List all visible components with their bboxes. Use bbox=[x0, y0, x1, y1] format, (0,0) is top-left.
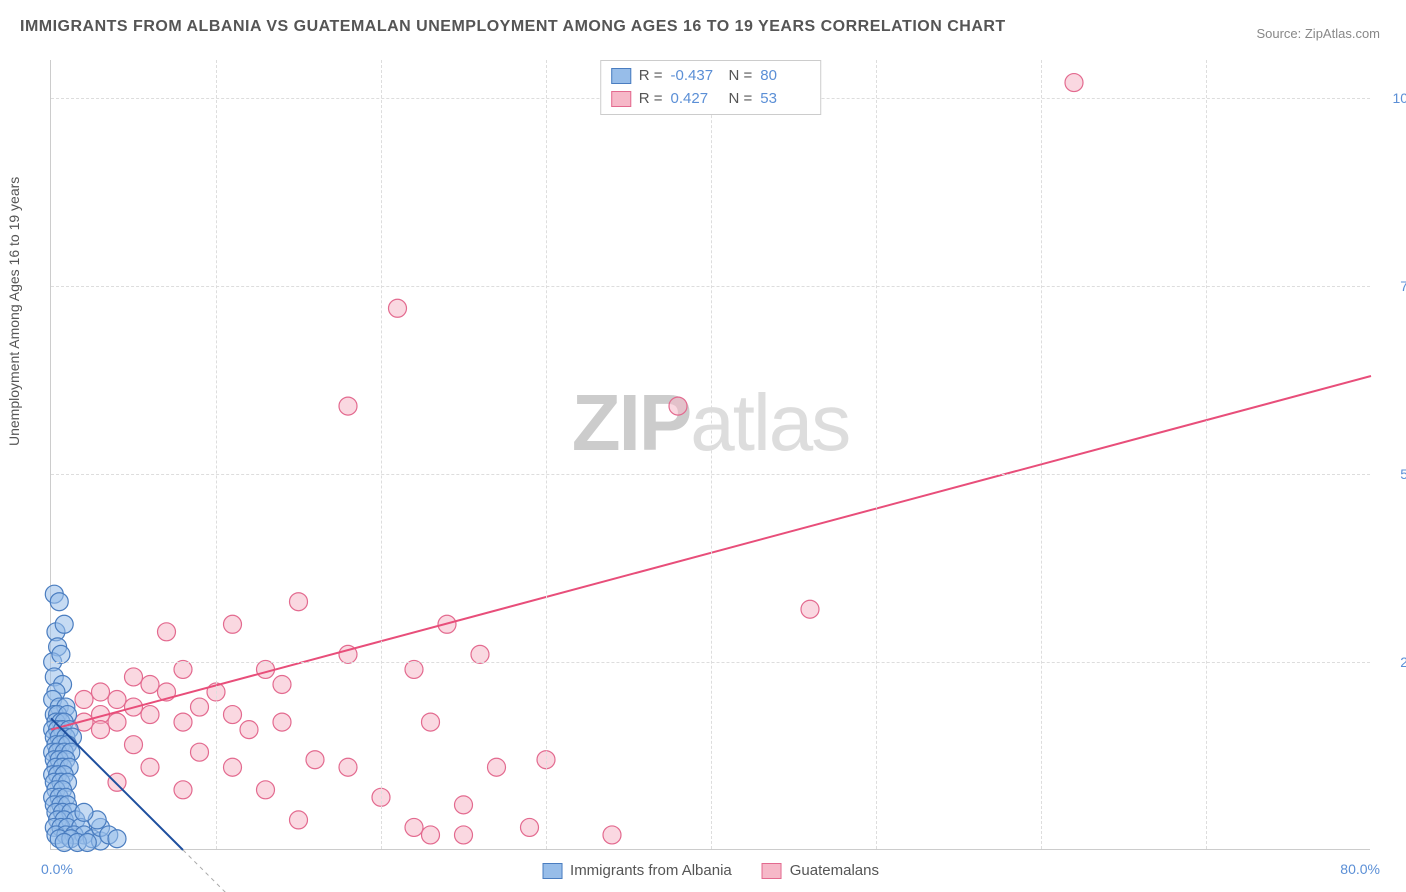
scatter-point-pink bbox=[257, 781, 275, 799]
source-label: Source: ZipAtlas.com bbox=[1256, 26, 1380, 41]
legend-series-item: Guatemalans bbox=[762, 862, 879, 879]
legend-r-label: R = bbox=[639, 65, 663, 88]
x-tick-left: 0.0% bbox=[41, 861, 73, 877]
y-tick-label: 25.0% bbox=[1380, 654, 1406, 670]
scatter-point-pink bbox=[405, 818, 423, 836]
scatter-point-pink bbox=[224, 706, 242, 724]
legend-r-label: R = bbox=[639, 88, 663, 111]
legend-swatch bbox=[542, 863, 562, 879]
legend-r-value: -0.437 bbox=[671, 65, 721, 88]
gridline-v bbox=[876, 60, 877, 849]
gridline-v bbox=[546, 60, 547, 849]
scatter-point-pink bbox=[273, 713, 291, 731]
legend-n-value: 80 bbox=[760, 65, 810, 88]
scatter-point-pink bbox=[521, 818, 539, 836]
scatter-point-pink bbox=[141, 675, 159, 693]
scatter-point-pink bbox=[471, 645, 489, 663]
chart-title: IMMIGRANTS FROM ALBANIA VS GUATEMALAN UN… bbox=[20, 18, 1006, 36]
legend-n-label: N = bbox=[729, 88, 753, 111]
scatter-point-pink bbox=[339, 758, 357, 776]
trend-line-blue-extension bbox=[183, 850, 249, 892]
scatter-point-pink bbox=[455, 796, 473, 814]
legend-correlation-box: R = -0.437 N = 80 R = 0.427 N = 53 bbox=[600, 60, 822, 115]
scatter-point-pink bbox=[488, 758, 506, 776]
scatter-point-blue bbox=[78, 833, 96, 851]
legend-swatch bbox=[611, 68, 631, 84]
scatter-point-pink bbox=[108, 773, 126, 791]
scatter-point-pink bbox=[141, 758, 159, 776]
scatter-point-pink bbox=[141, 706, 159, 724]
scatter-point-blue bbox=[52, 645, 70, 663]
legend-series-label: Guatemalans bbox=[790, 862, 879, 879]
scatter-point-pink bbox=[75, 691, 93, 709]
gridline-v bbox=[381, 60, 382, 849]
scatter-point-pink bbox=[125, 668, 143, 686]
scatter-point-pink bbox=[389, 299, 407, 317]
scatter-point-pink bbox=[1065, 74, 1083, 92]
legend-n-label: N = bbox=[729, 65, 753, 88]
legend-series-item: Immigrants from Albania bbox=[542, 862, 732, 879]
scatter-point-pink bbox=[224, 758, 242, 776]
legend-series-label: Immigrants from Albania bbox=[570, 862, 732, 879]
scatter-point-pink bbox=[257, 660, 275, 678]
x-tick-right: 80.0% bbox=[1340, 861, 1380, 877]
scatter-point-pink bbox=[290, 593, 308, 611]
y-tick-label: 75.0% bbox=[1380, 278, 1406, 294]
y-tick-label: 100.0% bbox=[1380, 90, 1406, 106]
gridline-v bbox=[711, 60, 712, 849]
scatter-point-pink bbox=[603, 826, 621, 844]
scatter-point-blue bbox=[75, 803, 93, 821]
scatter-point-pink bbox=[92, 721, 110, 739]
scatter-point-pink bbox=[174, 713, 192, 731]
scatter-point-blue bbox=[55, 615, 73, 633]
scatter-point-pink bbox=[669, 397, 687, 415]
scatter-point-pink bbox=[405, 660, 423, 678]
scatter-point-blue bbox=[50, 593, 68, 611]
scatter-point-pink bbox=[306, 751, 324, 769]
scatter-point-pink bbox=[801, 600, 819, 618]
legend-series: Immigrants from Albania Guatemalans bbox=[542, 862, 879, 879]
scatter-point-pink bbox=[158, 623, 176, 641]
legend-n-value: 53 bbox=[760, 88, 810, 111]
legend-correlation-row: R = -0.437 N = 80 bbox=[611, 65, 811, 88]
scatter-point-pink bbox=[273, 675, 291, 693]
scatter-point-pink bbox=[174, 660, 192, 678]
scatter-point-pink bbox=[174, 781, 192, 799]
scatter-point-pink bbox=[290, 811, 308, 829]
legend-swatch bbox=[611, 91, 631, 107]
scatter-point-pink bbox=[240, 721, 258, 739]
gridline-v bbox=[1206, 60, 1207, 849]
gridline-v bbox=[1041, 60, 1042, 849]
plot-area: ZIPatlas R =-0.437N =80R =0.427N =53 Imm… bbox=[50, 60, 1370, 850]
scatter-point-pink bbox=[191, 743, 209, 761]
scatter-point-pink bbox=[224, 615, 242, 633]
scatter-point-pink bbox=[92, 683, 110, 701]
scatter-point-pink bbox=[422, 713, 440, 731]
legend-correlation-row: R = 0.427 N = 53 bbox=[611, 88, 811, 111]
scatter-point-pink bbox=[339, 397, 357, 415]
legend-swatch bbox=[762, 863, 782, 879]
legend-r-value: 0.427 bbox=[671, 88, 721, 111]
scatter-point-pink bbox=[108, 691, 126, 709]
scatter-point-pink bbox=[125, 736, 143, 754]
scatter-point-pink bbox=[191, 698, 209, 716]
gridline-v bbox=[216, 60, 217, 849]
y-tick-label: 50.0% bbox=[1380, 466, 1406, 482]
scatter-point-blue bbox=[108, 830, 126, 848]
scatter-point-pink bbox=[455, 826, 473, 844]
y-axis-label: Unemployment Among Ages 16 to 19 years bbox=[6, 177, 22, 446]
scatter-point-pink bbox=[108, 713, 126, 731]
scatter-point-pink bbox=[422, 826, 440, 844]
